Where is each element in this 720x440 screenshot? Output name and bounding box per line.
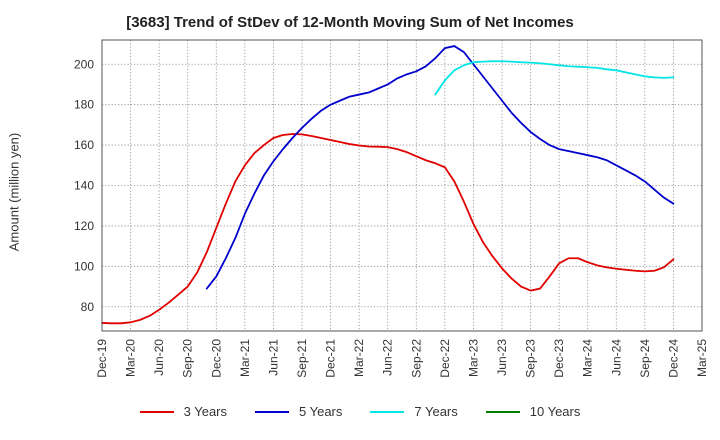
grid-layer [101,40,703,331]
x-tick-label: Sep-22 [409,339,423,378]
legend-label-7-years: 7 Years [414,404,458,419]
x-tick-label: Dec-20 [209,339,223,378]
x-tick-label: Dec-19 [95,339,109,378]
axis-layer [101,39,703,332]
x-tick-label: Mar-24 [581,339,595,377]
x-tick-label: Dec-21 [324,339,338,378]
x-tick-label: Mar-21 [238,339,252,377]
x-tick-label: Dec-23 [552,339,566,378]
chart-title: [3683] Trend of StDev of 12-Month Moving… [126,14,574,31]
x-tick-label: Jun-21 [266,339,280,376]
legend-item-10-years: 10 Years [485,404,581,419]
y-tick-label: 100 [74,259,94,273]
x-tick-label: Dec-22 [438,339,452,378]
series-line-5-years [205,45,675,290]
x-tick-label: Dec-24 [666,339,680,378]
y-tick-label: 120 [74,219,94,233]
x-tick-label: Mar-23 [466,339,480,377]
series-line-3-years [101,133,675,325]
x-tick-label: Mar-20 [124,339,138,377]
y-tick-label: 80 [81,300,95,314]
y-tick-label: 180 [74,98,94,112]
x-tick-label: Sep-23 [524,339,538,378]
x-tick-label: Jun-24 [609,339,623,376]
legend-item-7-years: 7 Years [370,404,458,419]
series-line-7-years [434,60,675,96]
legend: 3 Years 5 Years 7 Years 10 Years [0,404,720,419]
legend-swatch-5-years [255,410,289,413]
legend-label-10-years: 10 Years [529,404,581,419]
plot-frame [101,39,703,332]
x-tick-label: Jun-23 [495,339,509,376]
y-tick-label: 200 [74,57,94,71]
x-tick-label: Mar-22 [352,339,366,377]
x-tick-label: Sep-21 [295,339,309,378]
legend-swatch-10-years [485,410,520,413]
legend-swatch-7-years [370,410,405,413]
y-tick-label: 140 [74,179,94,193]
x-tick-label: Sep-24 [638,339,652,378]
y-tick-label: 160 [74,138,94,152]
x-tick-label: Sep-20 [181,339,195,378]
series-layer [101,45,675,325]
legend-label-5-years: 5 Years [299,404,343,419]
legend-label-3-years: 3 Years [183,404,227,419]
x-tick-label: Jun-20 [152,339,166,376]
x-tick-label: Mar-25 [695,339,709,377]
legend-item-3-years: 3 Years [139,404,227,419]
legend-item-5-years: 5 Years [255,404,342,419]
legend-swatch-3-years [139,410,174,413]
tick-layer: 80 100 120 140 160 180 200 Dec-19 Mar-20 Jun-20 Se… [74,57,709,377]
x-tick-label: Jun-22 [381,339,395,376]
